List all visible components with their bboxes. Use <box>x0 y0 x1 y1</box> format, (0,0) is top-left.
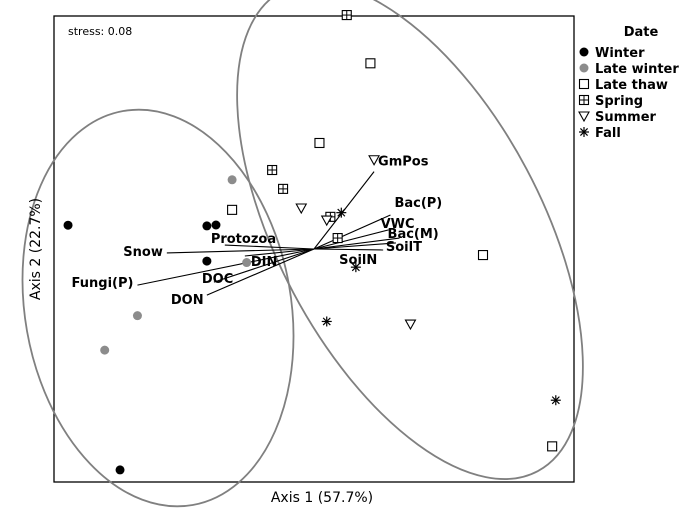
point-winter-5 <box>115 465 125 475</box>
point-late-winter-3 <box>132 311 142 321</box>
vector-label-don: DON <box>171 293 204 308</box>
vector-layer <box>137 171 400 296</box>
ellipse-thaw-to-fall-group <box>236 0 584 480</box>
point-summer-4 <box>320 215 333 227</box>
vector-label-gmpos: GmPos <box>378 155 429 170</box>
vector-label-vwc: VWC <box>381 217 415 232</box>
legend-marker-winter <box>579 47 589 57</box>
x-axis-title: Axis 1 (57.7%) <box>271 490 373 506</box>
vector-label-bac-p: Bac(P) <box>394 196 442 211</box>
legend-label-summer: Summer <box>595 110 657 125</box>
vector-soiln <box>313 248 384 251</box>
vector-din <box>244 248 315 257</box>
vector-label-din: DIN <box>251 255 278 270</box>
point-summer-1 <box>368 155 380 166</box>
legend-label-fall: Fall <box>595 126 621 141</box>
legend-marker-spring <box>578 94 590 106</box>
point-late-winter-1 <box>227 175 237 185</box>
point-fall-4 <box>550 395 561 406</box>
legend-marker-fall <box>579 127 589 137</box>
vector-label-bac-m: Bac(M) <box>388 227 439 242</box>
vector-label-doc: DOC <box>202 272 233 287</box>
point-spring-5 <box>332 232 343 244</box>
ellipse-layer <box>21 0 584 508</box>
vector-fungi-p <box>137 248 315 286</box>
point-late-thaw-2 <box>314 137 325 149</box>
point-winter-2 <box>202 221 212 231</box>
vector-don <box>206 248 315 296</box>
ellipse-winter-group <box>21 108 295 508</box>
point-late-thaw-4 <box>477 250 489 261</box>
vector-label-snow: Snow <box>123 245 163 260</box>
vector-bac-p <box>313 214 391 250</box>
vector-snow <box>166 248 315 254</box>
legend-marker-summer <box>578 111 590 123</box>
vector-doc <box>213 248 315 283</box>
point-fall-2 <box>350 262 361 273</box>
legend-label-spring: Spring <box>595 94 643 109</box>
vector-bac-m <box>313 237 400 250</box>
y-axis-title: Axis 2 (22.7%) <box>28 198 44 300</box>
legend-label-late-thaw: Late thaw <box>595 78 668 93</box>
legend-title: Date <box>624 25 659 40</box>
point-fall-1 <box>336 207 347 218</box>
point-spring-2 <box>267 164 278 176</box>
point-fall-3 <box>321 316 332 327</box>
vector-soilt <box>313 242 396 250</box>
point-winter-1 <box>63 220 73 230</box>
point-late-thaw-5 <box>547 441 558 452</box>
point-late-thaw-3 <box>227 204 238 215</box>
vector-label-soiln: SoilN <box>339 253 377 268</box>
point-layer <box>63 10 561 475</box>
vector-protozoa <box>224 244 315 250</box>
point-spring-3 <box>278 183 289 194</box>
point-winter-3 <box>211 220 221 230</box>
point-late-winter-2 <box>242 258 252 268</box>
legend-label-late-winter: Late winter <box>595 62 679 77</box>
point-summer-2 <box>295 203 308 215</box>
point-late-thaw-1 <box>365 58 376 69</box>
stress-annotation: stress: 0.08 <box>68 25 132 38</box>
legend-marker-late-thaw <box>578 78 590 90</box>
point-late-winter-4 <box>100 345 110 355</box>
legend-label-winter: Winter <box>595 46 645 61</box>
plot-frame <box>53 15 575 483</box>
vector-label-soilt: SoilT <box>386 240 422 255</box>
vector-label-protozoa: Protozoa <box>211 232 276 247</box>
vector-label-fungi-p: Fungi(P) <box>72 276 134 291</box>
point-summer-3 <box>404 319 417 331</box>
vector-vwc <box>313 229 389 250</box>
point-winter-4 <box>202 256 212 266</box>
legend-marker-late-winter <box>579 63 589 73</box>
point-spring-1 <box>341 10 352 21</box>
